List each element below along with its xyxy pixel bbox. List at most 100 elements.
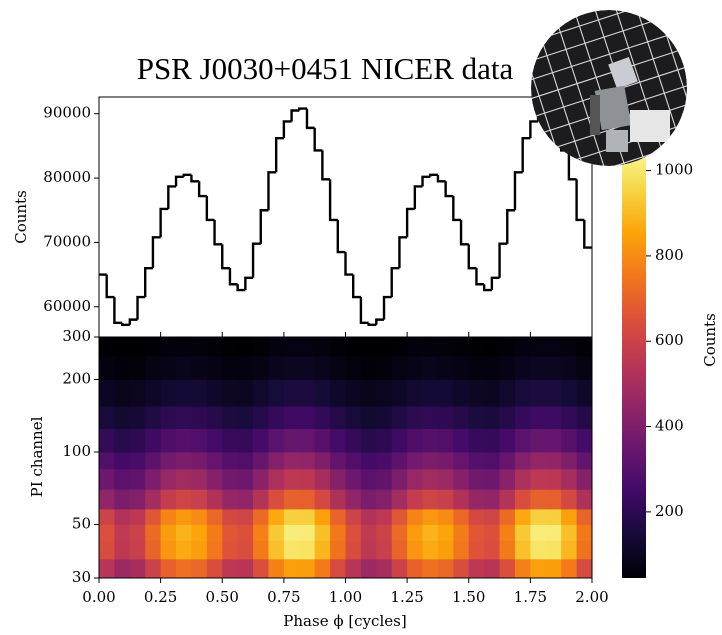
heat-cell [268,356,285,380]
heat-cell [314,524,331,541]
heat-cell [283,379,300,407]
heat-cell [345,558,362,579]
heat-cell [268,451,285,470]
heat-cell [114,524,131,541]
heat-cell [499,337,516,357]
heat-cell [129,451,146,470]
heat-cell [176,558,192,579]
heat-cell [407,451,423,470]
heat-cell [422,406,439,430]
heat-cell [253,509,269,525]
heat-cell [299,540,316,560]
x-tick-label: 2.00 [575,588,608,606]
heat-cell [330,356,346,380]
heat-cell [360,428,377,453]
heat-cell [360,356,377,380]
heat-cell [283,468,300,490]
heat-cell [222,489,239,510]
heat-cell [191,451,208,470]
heat-cell [530,540,547,560]
heat-cell [314,428,331,453]
heat-cell [391,406,408,430]
heat-cell [453,558,470,579]
heat-cell [437,558,454,579]
heat-cell [407,428,423,453]
step-segment [282,120,292,139]
heat-cell [376,356,393,380]
heat-cell [330,558,346,579]
heat-cell [314,489,331,510]
heat-cell [561,489,577,510]
heat-cell [407,379,423,407]
axes-frame [98,96,593,338]
heat-cell [99,337,115,357]
x-tick-label: 1.00 [329,588,362,606]
heat-cell [160,451,177,470]
heat-cell [468,509,485,525]
heat-cell [237,356,254,380]
heat-cell [407,524,423,541]
step-segment [213,219,223,246]
y-tick-label: 80000 [43,168,91,186]
heat-cell [360,406,377,430]
step-segment [182,173,192,177]
heat-cell [191,509,208,525]
heat-cell [422,489,439,510]
step-segment [113,297,123,325]
heat-cell [499,558,516,579]
heat-cell [499,524,516,541]
heat-cell [253,428,269,453]
heat-cell [237,468,254,490]
heat-cell [530,356,547,380]
heat-cell [191,428,208,453]
heat-cell [299,356,316,380]
y-tick-label: 70000 [43,232,91,250]
step-segment [413,185,423,209]
heat-cell [237,540,254,560]
heat-cell [314,337,331,357]
heat-cell [145,337,162,357]
heat-cell [422,337,439,357]
heat-cell [99,428,115,453]
heat-cell [376,509,393,525]
heat-cell [545,524,562,541]
heat-cell [314,558,331,579]
heat-cell [391,428,408,453]
heat-cell [330,428,346,453]
heat-cell [176,406,192,430]
heat-cell [391,337,408,357]
heat-cell [345,406,362,430]
step-segment [367,322,377,326]
step-segment [567,150,577,181]
step-segment [244,276,254,291]
heat-cell [283,540,300,560]
heat-cell [499,379,516,407]
heat-cell [437,428,454,453]
heat-cell [453,451,470,470]
heat-cell [176,509,192,525]
heat-cell [206,489,223,510]
step-segment [390,266,400,298]
heat-cell [561,468,577,490]
heat-cell [253,356,269,380]
y-axis-label: PI channel [28,416,46,497]
heat-cell [283,489,300,510]
heat-cell [330,406,346,430]
heat-cell [576,524,593,541]
heat-cell [391,379,408,407]
heat-cell [99,451,115,470]
heat-cell [160,379,177,407]
step-segment [513,171,523,211]
step-segment [506,209,515,244]
heat-cell [376,379,393,407]
heat-cell [561,509,577,525]
heat-cell [530,337,547,357]
heat-cell [299,428,316,453]
heat-cell [345,428,362,453]
heat-cell [299,509,316,525]
step-segment [452,196,462,222]
heat-cell [514,451,531,470]
heat-cell [561,406,577,430]
heat-cell [576,356,593,380]
y-tick-label: 100 [62,442,91,460]
